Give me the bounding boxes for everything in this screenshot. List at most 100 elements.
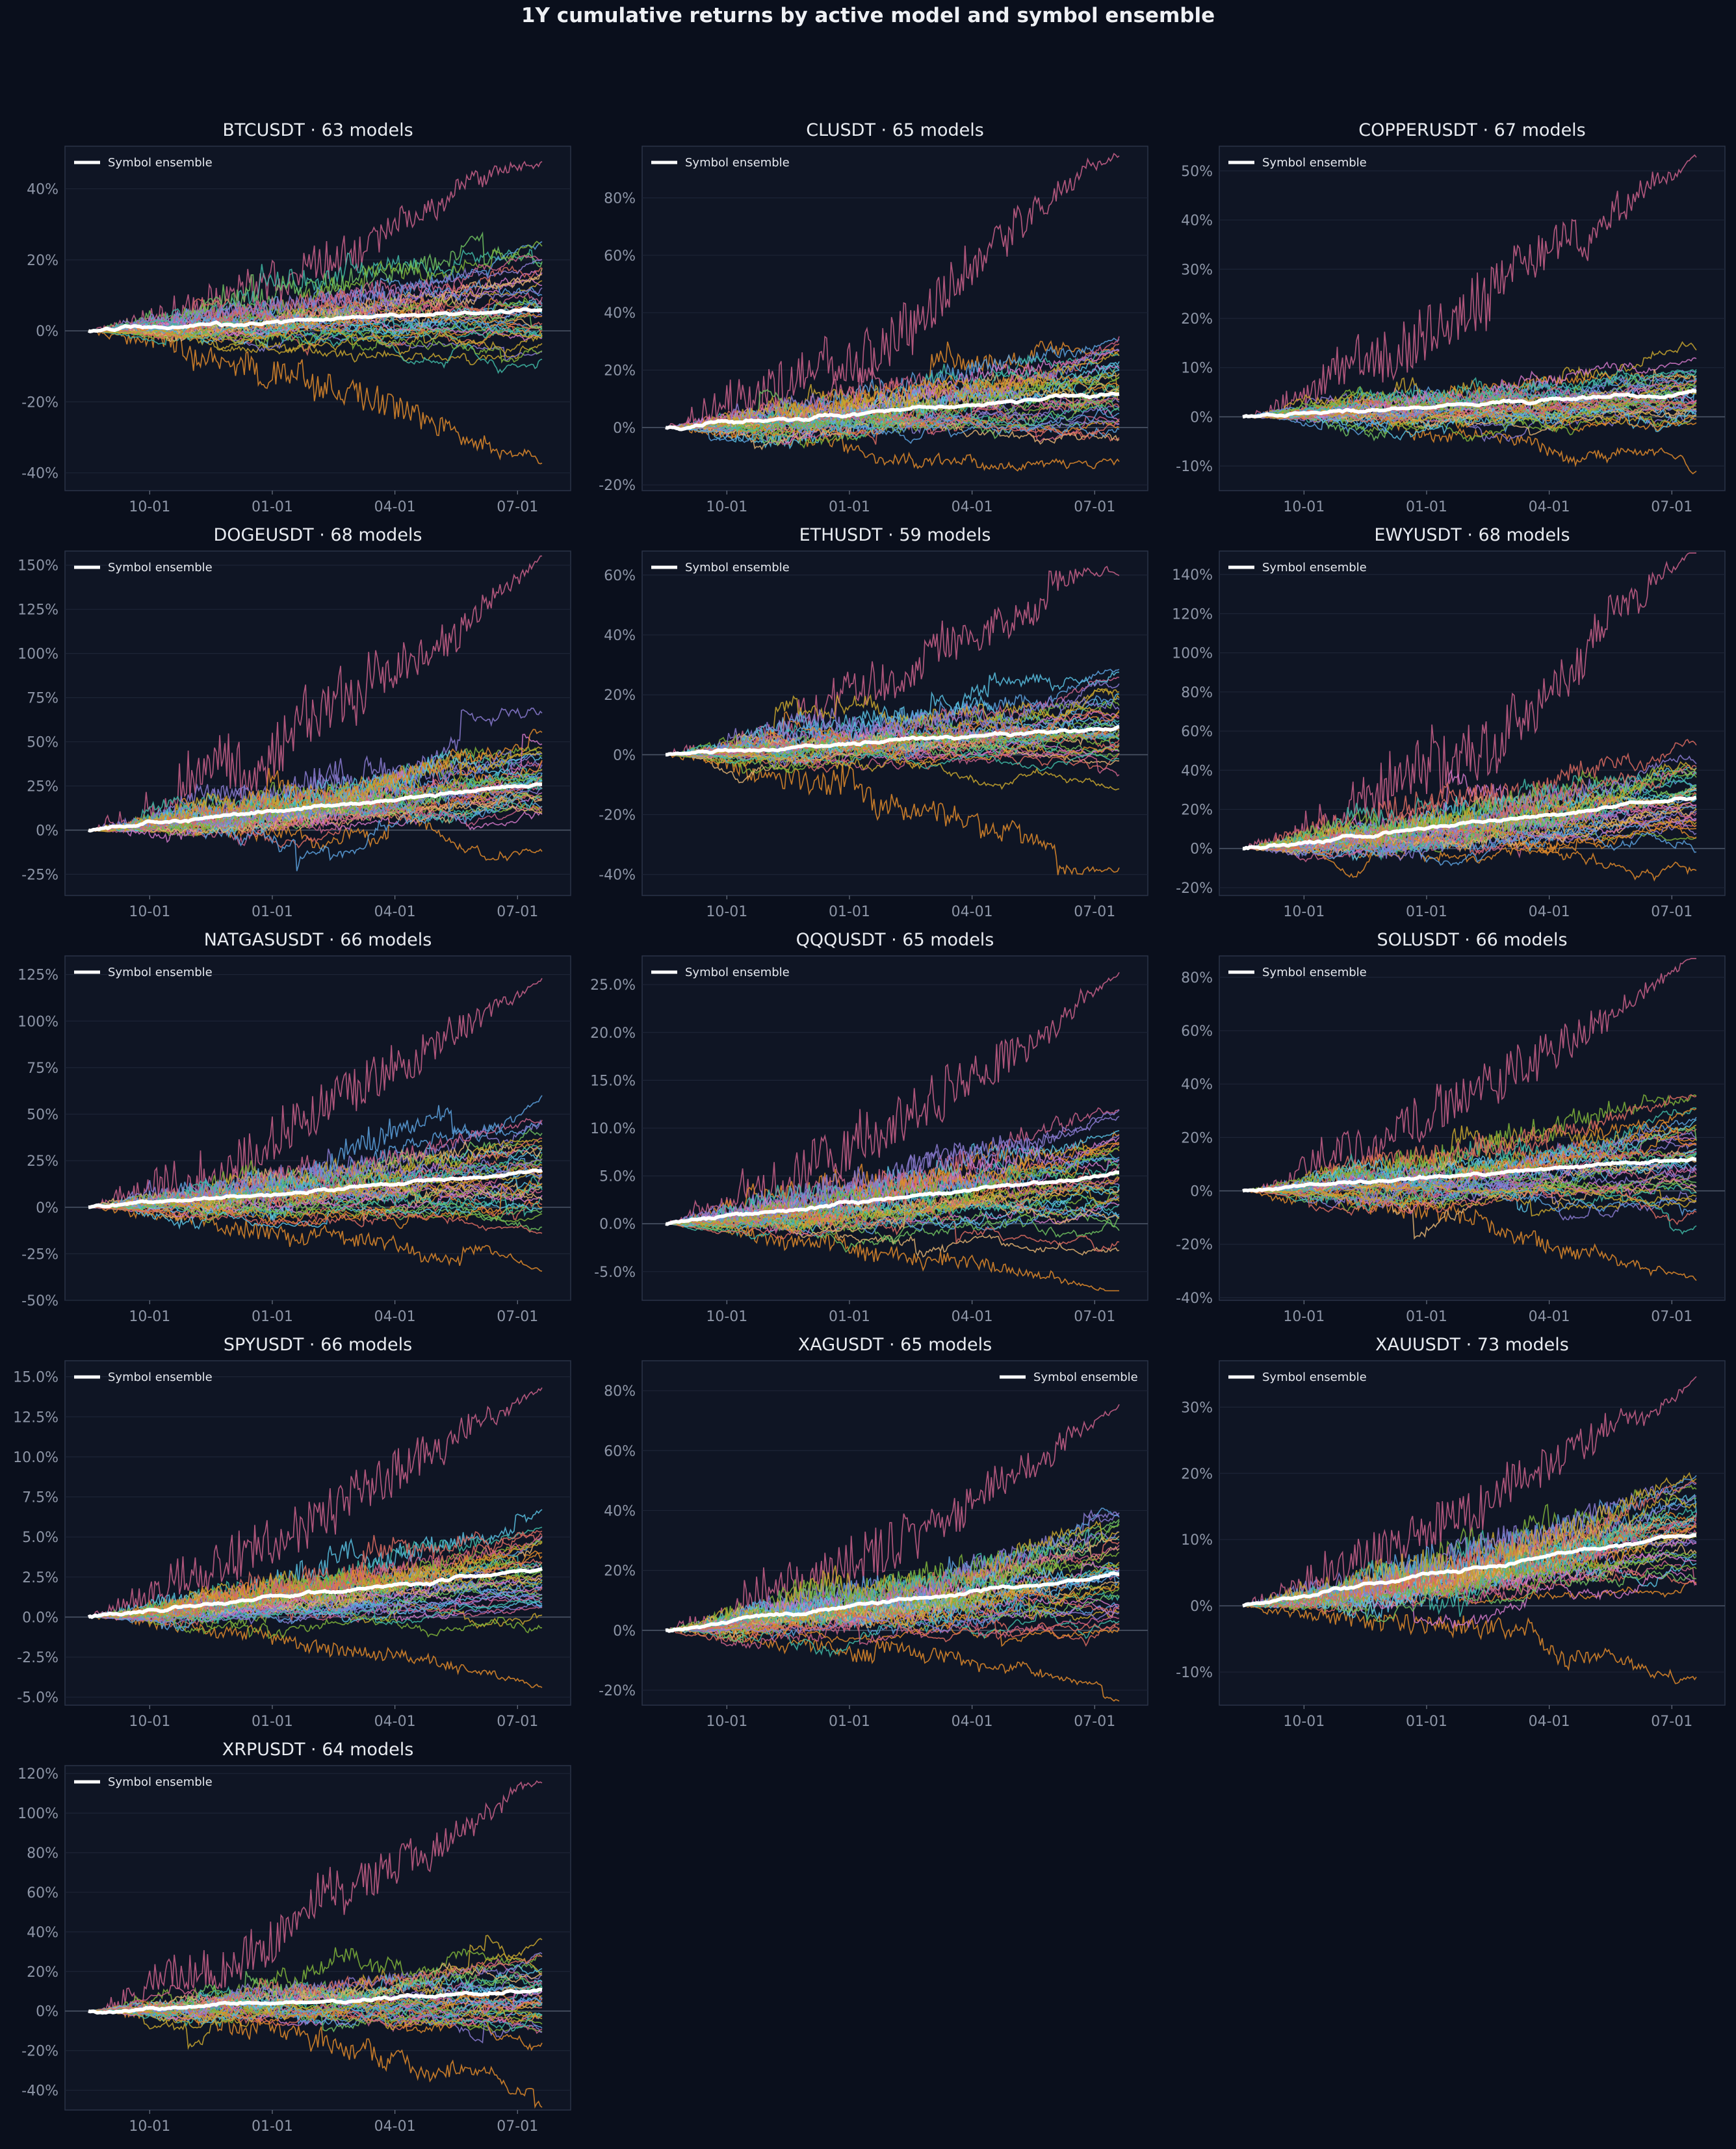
- y-tick-label: 80%: [1181, 970, 1213, 986]
- y-tick-label: 0%: [613, 420, 636, 437]
- y-tick-label: 0%: [1190, 1599, 1213, 1615]
- model-series-line: [88, 326, 543, 364]
- x-tick-label: 07-01: [497, 1309, 538, 1325]
- x-tick-label: 01-01: [829, 1714, 870, 1730]
- y-tick-label: -25%: [21, 867, 58, 883]
- model-series-line: [665, 1223, 1119, 1292]
- y-tick-label: 30%: [1181, 262, 1213, 278]
- y-tick-label: 25.0%: [590, 977, 636, 994]
- y-tick-label: 20%: [1181, 1466, 1213, 1482]
- y-tick-label: 80%: [1181, 685, 1213, 701]
- model-series-line: [88, 791, 543, 849]
- x-tick-label: 07-01: [1074, 499, 1115, 515]
- x-tick-label: 10-01: [1283, 904, 1325, 920]
- model-series-line: [88, 1571, 543, 1624]
- chart-plot: -40% -20% 0% 20% 40% 60% 10-01 01-01 04-01 07-01 S…: [599, 550, 1148, 920]
- legend: Symbol ensemble: [74, 561, 213, 574]
- y-tick-label: 15.0%: [13, 1370, 58, 1386]
- model-series-line: [665, 716, 1120, 762]
- model-series-line: [88, 1998, 543, 2031]
- y-tick-label: -40%: [21, 2083, 58, 2100]
- chart-panel: XRPUSDT · 64 models -40% -20% 0% 20% 40% 60% 80…: [18, 1740, 571, 2143]
- y-tick-label: 40%: [604, 1503, 636, 1519]
- x-tick-label: 01-01: [252, 1714, 293, 1730]
- chart-plot: -20% 0% 20% 40% 60% 80% 100% 120% 140% 10-01 01-01…: [1172, 550, 1726, 920]
- ensemble-series-line: [665, 1571, 1120, 1633]
- chart-title: XAUUSDT · 73 models: [1375, 1335, 1569, 1355]
- ensemble-series-line: [665, 725, 1120, 757]
- legend-label: Symbol ensemble: [685, 966, 790, 979]
- y-tick-label: 50%: [1181, 164, 1213, 180]
- y-tick-label: 7.5%: [22, 1490, 58, 1506]
- model-series-line: [665, 1193, 1120, 1240]
- model-series-group: [665, 1404, 1120, 1702]
- model-series-line: [88, 296, 543, 341]
- y-tick-label: 120%: [1172, 606, 1213, 623]
- y-tick-label: -25%: [21, 1246, 58, 1263]
- x-tick-label: 07-01: [1651, 904, 1692, 920]
- chart-plot: -50% -25% 0% 25% 50% 75% 100% 125% 10-01 01-01 04-…: [18, 955, 571, 1325]
- model-series-line: [665, 352, 1120, 430]
- model-series-line: [666, 1581, 1120, 1631]
- chart-panel: SPYUSDT · 66 models -5.0% -2.5% 0.0% 2.5% 5.0…: [13, 1335, 571, 1738]
- x-tick-label: 01-01: [1406, 904, 1447, 920]
- model-series-line: [666, 409, 1120, 443]
- y-tick-label: 20%: [604, 1563, 636, 1580]
- model-series-line: [88, 259, 543, 331]
- chart-title: NATGASUSDT · 66 models: [203, 930, 432, 950]
- x-tick-label: 04-01: [374, 1714, 416, 1730]
- ensemble-series-line: [88, 1168, 543, 1209]
- x-tick-label: 07-01: [497, 904, 538, 920]
- legend: Symbol ensemble: [651, 156, 790, 170]
- x-tick-label: 10-01: [1283, 1714, 1325, 1730]
- model-series-line: [1242, 1172, 1697, 1216]
- y-tick-label: 20%: [1181, 803, 1213, 819]
- model-series-line: [88, 314, 543, 346]
- ensemble-series-line: [88, 307, 543, 333]
- y-tick-label: 40%: [1181, 213, 1213, 229]
- y-tick-label: 60%: [1181, 1023, 1213, 1040]
- chart-title: DOGEUSDT · 68 models: [213, 525, 422, 545]
- legend-label: Symbol ensemble: [1262, 1370, 1367, 1384]
- ensemble-series-line: [1242, 1156, 1697, 1193]
- model-series-line: [666, 1570, 1120, 1631]
- model-series-line: [1243, 824, 1697, 853]
- y-tick-label: 20%: [604, 688, 636, 704]
- y-tick-label: 10.0%: [13, 1450, 58, 1466]
- x-tick-label: 10-01: [1283, 499, 1325, 515]
- plot-background: [64, 1765, 571, 2111]
- y-tick-label: 80%: [604, 1383, 636, 1400]
- legend: Symbol ensemble: [651, 561, 790, 574]
- y-tick-label: 20%: [27, 253, 58, 269]
- chart-plot: -5.0% -2.5% 0.0% 2.5% 5.0% 7.5% 10.0% 12.5% 15.0…: [13, 1360, 571, 1730]
- model-series-line: [1243, 391, 1697, 443]
- model-series-line: [88, 1991, 543, 2028]
- model-series-line: [665, 1142, 1120, 1237]
- model-series-line: [1242, 1137, 1697, 1194]
- legend: Symbol ensemble: [1228, 156, 1367, 170]
- x-tick-label: 10-01: [706, 1714, 747, 1730]
- x-tick-label: 01-01: [252, 499, 293, 515]
- x-tick-label: 07-01: [1074, 904, 1115, 920]
- ensemble-series-line: [88, 782, 543, 833]
- y-tick-label: 20%: [27, 1964, 58, 1981]
- ensemble-series-line: [1242, 1533, 1697, 1608]
- y-tick-label: 50%: [27, 735, 58, 751]
- chart-title: ETHUSDT · 59 models: [799, 525, 991, 545]
- chart-panel: DOGEUSDT · 68 models -25% 0% 25% 50% 75% 100% 1…: [18, 525, 571, 928]
- y-tick-label: 80%: [604, 191, 636, 207]
- x-tick-label: 10-01: [129, 1309, 170, 1325]
- y-tick-label: 75%: [27, 691, 58, 707]
- y-tick-label: 60%: [604, 568, 636, 584]
- x-tick-label: 07-01: [497, 2118, 538, 2135]
- model-series-line: [1243, 1190, 1697, 1281]
- model-series-line: [1242, 1094, 1697, 1192]
- model-series-line: [1242, 1127, 1697, 1209]
- plot-background: [64, 1360, 571, 1706]
- model-series-line: [88, 772, 543, 831]
- model-series-line: [1243, 738, 1697, 849]
- legend-label: Symbol ensemble: [685, 561, 790, 574]
- model-series-line: [665, 153, 1120, 428]
- y-tick-label: 0%: [613, 1623, 636, 1640]
- chart-title: CLUSDT · 65 models: [806, 120, 984, 140]
